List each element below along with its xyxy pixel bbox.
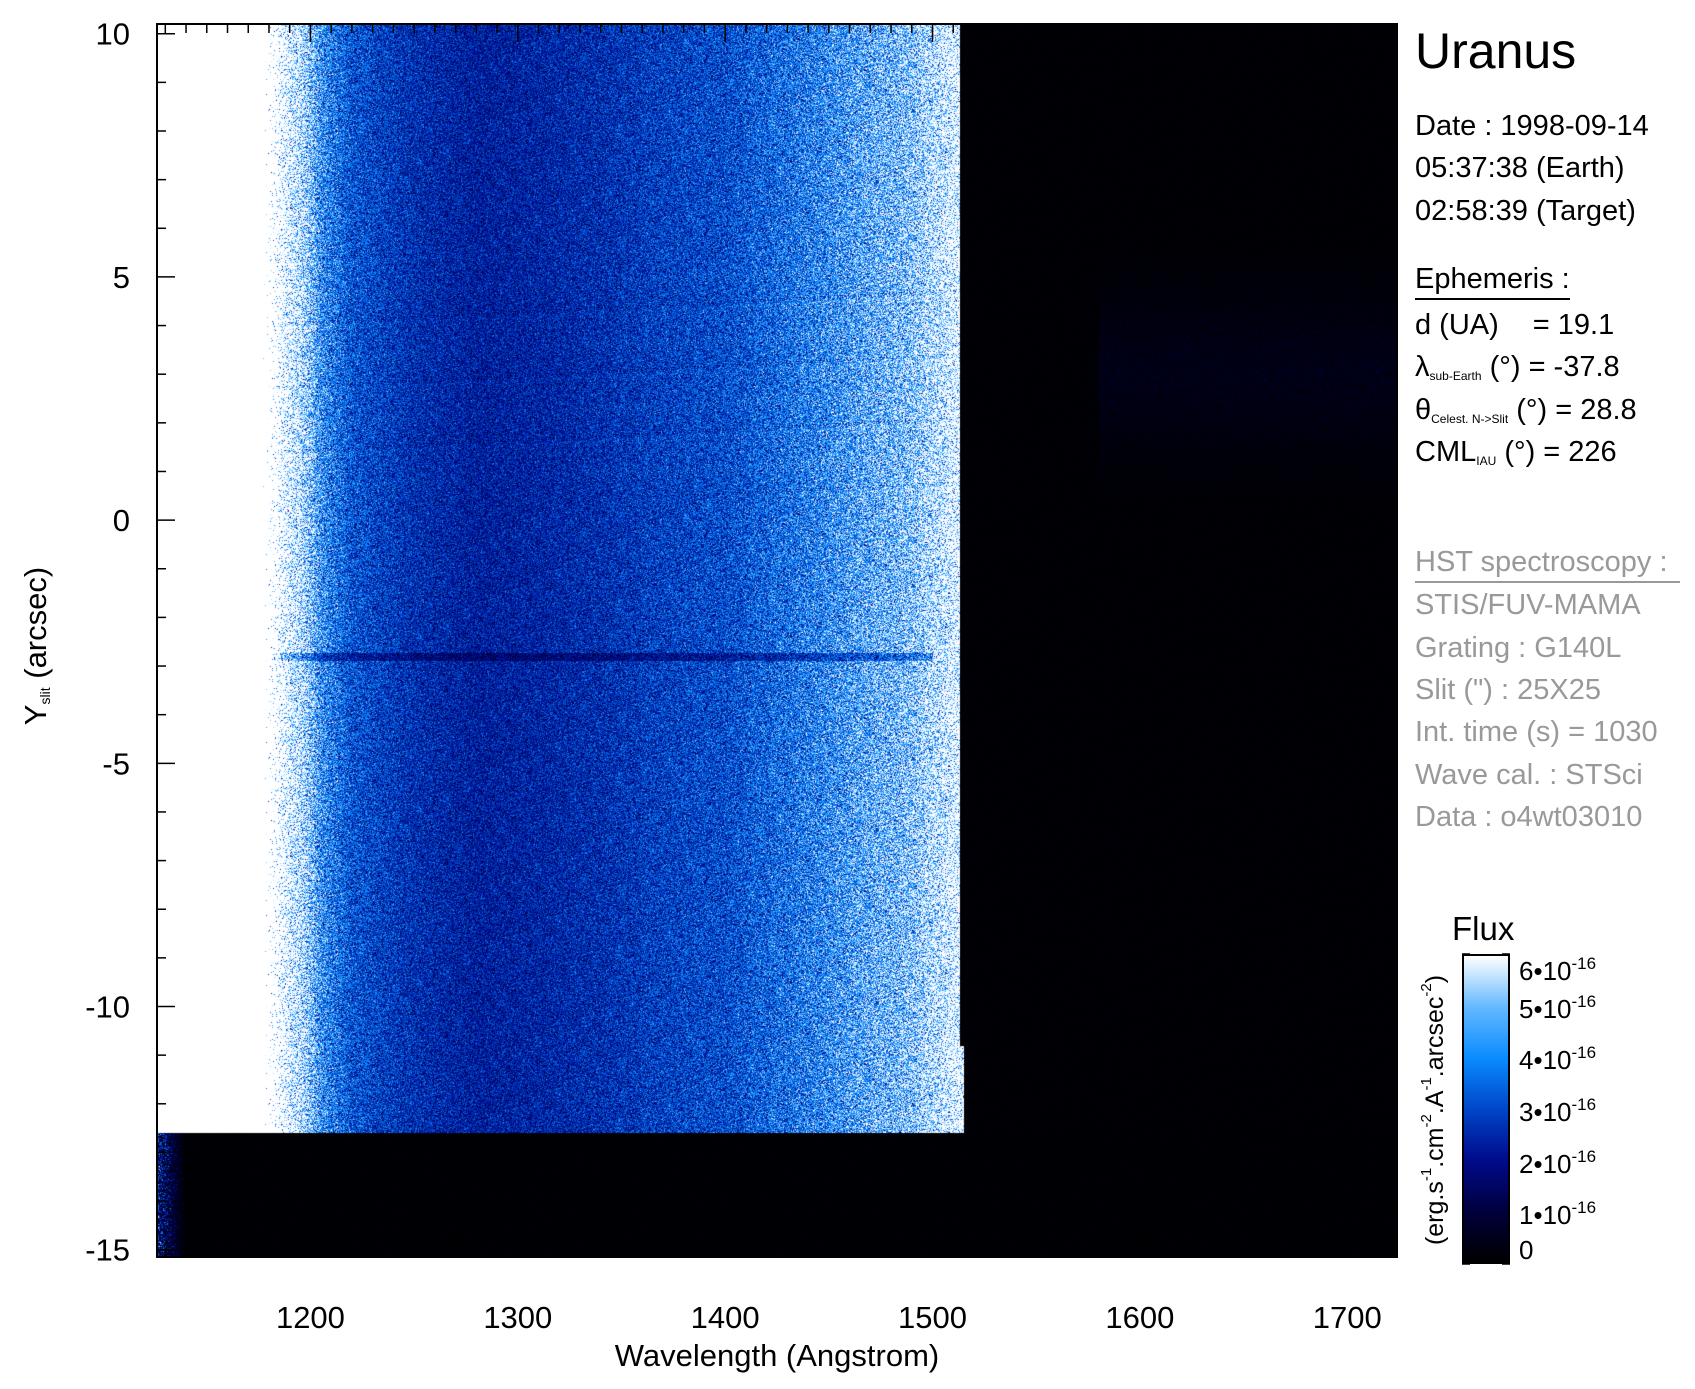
tick-exponent: -16 (1571, 991, 1597, 1011)
distance-label: d (UA) (1415, 309, 1499, 341)
wave-calibration: Wave cal. : STSci (1415, 759, 1643, 791)
y-tick-label: 5 (113, 260, 130, 295)
tick-exponent: -16 (1571, 1198, 1597, 1218)
colorbar (1462, 954, 1510, 1264)
time-target: 02:58:39 (Target) (1415, 195, 1636, 227)
grating: Grating : G140L (1415, 632, 1622, 664)
sub-earth-longitude: λsub-Earth (°) = -37.8 (1415, 351, 1620, 383)
y-tick-label: 10 (96, 17, 130, 52)
time-earth: 05:37:38 (Earth) (1415, 152, 1625, 184)
colorbar-tick-label: 3•10-16 (1519, 1096, 1596, 1125)
hst-title: HST spectroscopy : (1415, 548, 1680, 583)
cml-sub: IAU (1476, 454, 1497, 468)
tick-mantissa: 5•10 (1519, 993, 1572, 1024)
y-tick-label: -5 (102, 746, 130, 781)
tick-exponent: -16 (1571, 1095, 1597, 1114)
x-tick-label: 1700 (1313, 1300, 1382, 1335)
integration-time: Int. time (s) = 1030 (1415, 716, 1658, 748)
data-id: Data : o4wt03010 (1415, 801, 1643, 833)
theta-sub: Celest. N->Slit (1431, 412, 1509, 426)
colorbar-tick-label: 6•10-16 (1519, 955, 1596, 984)
ephemeris-title: Ephemeris : (1415, 265, 1570, 300)
cml-value: (°) = 226 (1504, 436, 1617, 468)
lambda-symbol: λ (1415, 351, 1430, 383)
date: Date : 1998-09-14 (1415, 110, 1649, 142)
cml: CMLIAU (°) = 226 (1415, 436, 1617, 468)
tick-exponent: -16 (1571, 1043, 1597, 1063)
colorbar-tick-label: 5•10-16 (1519, 993, 1596, 1022)
x-tick-label: 1400 (691, 1300, 760, 1335)
slit: Slit (") : 25X25 (1415, 674, 1601, 706)
tick-mantissa: 0 (1519, 1235, 1534, 1265)
x-tick-label: 1300 (483, 1300, 552, 1335)
x-tick-label: 1600 (1105, 1300, 1174, 1335)
lambda-sub: sub-Earth (1429, 369, 1482, 383)
spectrum-image (157, 24, 1397, 1257)
tick-exponent: -16 (1571, 1146, 1597, 1166)
tick-exponent: -16 (1571, 954, 1597, 973)
x-tick-label: 1200 (276, 1300, 345, 1335)
cml-symbol: CML (1415, 436, 1477, 468)
colorbar-tick-label: 2•10-16 (1519, 1148, 1596, 1177)
slit-angle: θCelest. N->Slit (°) = 28.8 (1415, 394, 1637, 426)
tick-mantissa: 1•10 (1519, 1200, 1572, 1231)
distance-value: = 19.1 (1532, 309, 1615, 341)
colorbar-tick-label: 0 (1519, 1237, 1533, 1263)
theta-value: (°) = 28.8 (1516, 394, 1637, 426)
colorbar-title: Flux (1452, 910, 1515, 947)
x-tick-label: 1500 (898, 1300, 967, 1335)
tick-mantissa: 3•10 (1519, 1097, 1572, 1127)
y-label-main: Y (18, 704, 53, 726)
colorbar-unit-label: (erg.s-1.cm-2.A-1.arcsec-2) (1418, 974, 1449, 1246)
tick-mantissa: 6•10 (1519, 956, 1572, 986)
theta-symbol: θ (1415, 394, 1432, 426)
y-tick-label: 0 (113, 503, 130, 538)
x-axis-label: Wavelength (Angstrom) (614, 1338, 940, 1373)
target-name: Uranus (1415, 23, 1577, 79)
colorbar-tick-label: 1•10-16 (1519, 1199, 1596, 1228)
distance: d (UA) = 19.1 (1415, 311, 1614, 340)
instrument: STIS/FUV-MAMA (1415, 589, 1641, 621)
colorbar-tick-label: 4•10-16 (1519, 1044, 1596, 1073)
y-label-sub: slit (37, 687, 53, 705)
y-tick-label: -10 (85, 990, 130, 1025)
lambda-value: (°) = -37.8 (1489, 351, 1620, 383)
tick-mantissa: 2•10 (1519, 1148, 1572, 1179)
y-axis-label: Yslit (arcsec) (18, 567, 54, 725)
y-label-unit: (arcsec) (18, 566, 53, 679)
tick-mantissa: 4•10 (1519, 1045, 1572, 1076)
y-tick-label: -15 (85, 1233, 130, 1268)
